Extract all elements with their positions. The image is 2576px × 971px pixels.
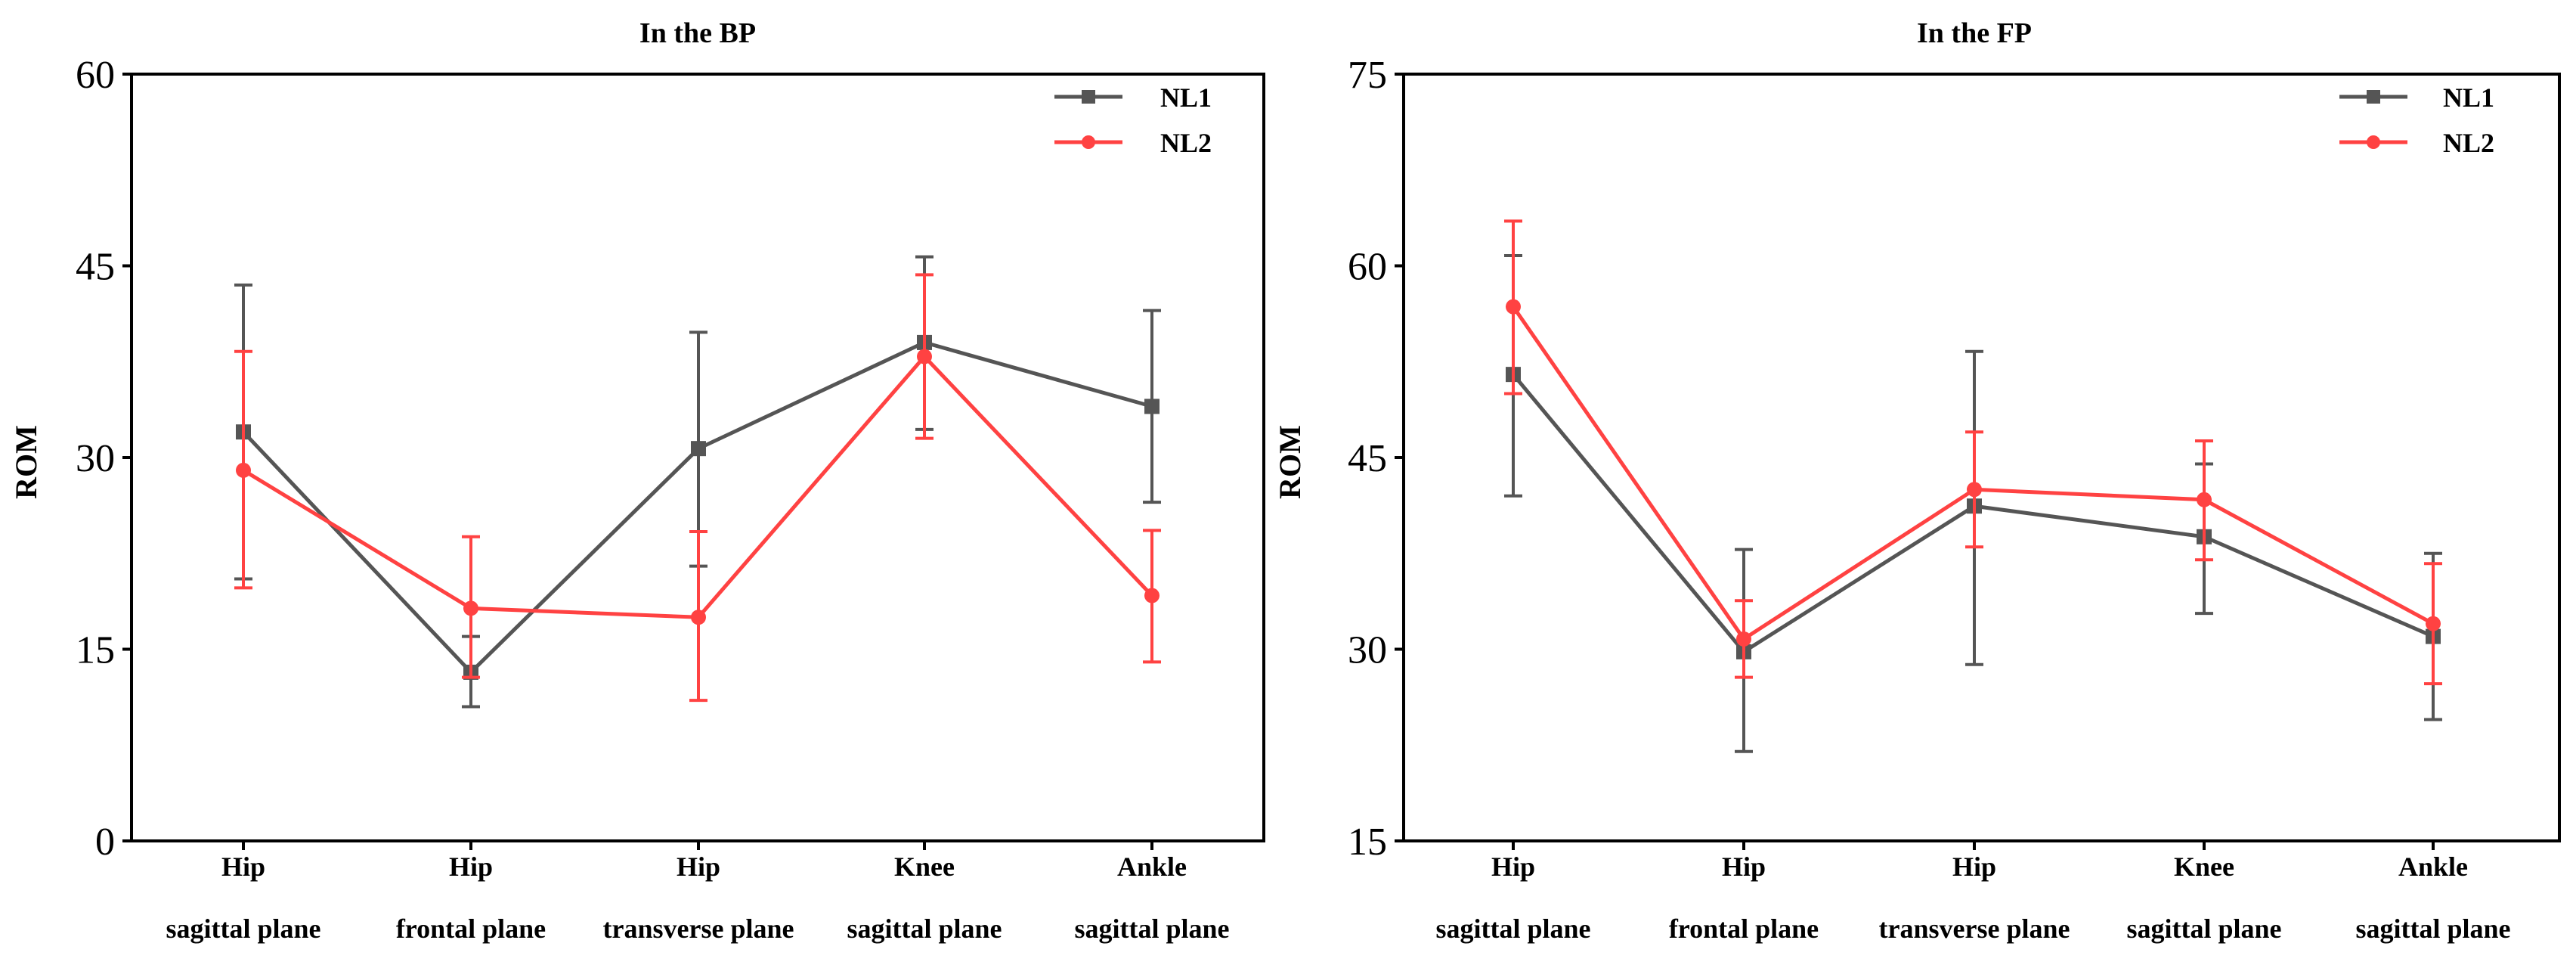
legend-marker	[2367, 90, 2380, 104]
x-tick-label-line1: Hip	[1722, 852, 1766, 882]
data-point	[1736, 631, 1751, 647]
chart-title: In the BP	[639, 17, 756, 49]
series-nl2	[234, 273, 1161, 703]
y-tick-label: 60	[1348, 246, 1387, 289]
plot-frame	[1402, 73, 2561, 842]
legend-entry-nl1: NL1	[2339, 82, 2494, 113]
data-point	[236, 462, 251, 478]
legend-label: NL1	[1160, 82, 1212, 113]
chart-panel-2: In the FP 15 30 45 60 75 ROM Hip sagittal plane H…	[1273, 17, 2561, 944]
x-tick-label-line2: transverse plane	[603, 914, 794, 944]
legend-marker	[1082, 135, 1095, 149]
y-tick-label: 30	[76, 437, 115, 480]
x-tick-label-line1: Hip	[1952, 852, 1996, 882]
y-axis-label: ROM	[9, 425, 43, 499]
x-tick-label-line2: sagittal plane	[2126, 914, 2281, 944]
x-tick-label-line1: Ankle	[2398, 852, 2468, 882]
data-point	[691, 610, 706, 625]
legend-entry-nl2: NL2	[2339, 128, 2494, 158]
data-point	[463, 600, 478, 616]
x-tick-label-line1: Hip	[449, 852, 493, 882]
x-tick-label-line2: sagittal plane	[166, 914, 320, 944]
y-tick-label: 45	[76, 246, 115, 289]
data-point	[2426, 616, 2441, 631]
y-tick-label: 45	[1348, 437, 1387, 480]
x-tick-label-line1: Hip	[677, 852, 720, 882]
y-axis-label: ROM	[1273, 425, 1307, 499]
x-tick-label-line2: sagittal plane	[1435, 914, 1590, 944]
x-tick-label-line1: Hip	[221, 852, 265, 882]
data-point	[691, 441, 706, 457]
x-tick-label-line2: sagittal plane	[1074, 914, 1229, 944]
x-tick-label-line2: frontal plane	[1669, 914, 1819, 944]
legend-marker	[2367, 135, 2380, 149]
data-point	[1967, 482, 1982, 498]
legend-marker	[1082, 90, 1095, 104]
y-tick-label: 15	[1348, 821, 1387, 864]
data-point	[1506, 299, 1521, 315]
x-tick-label-line1: Knee	[894, 852, 955, 882]
y-tick-label: 60	[76, 54, 115, 97]
x-tick-label-line2: transverse plane	[1879, 914, 2070, 944]
x-tick-label-line1: Knee	[2174, 852, 2234, 882]
legend-entry-nl1: NL1	[1054, 82, 1212, 113]
data-point	[1144, 588, 1160, 603]
legend-label: NL2	[2443, 128, 2494, 158]
y-tick-label: 0	[95, 821, 115, 864]
legend-label: NL2	[1160, 128, 1212, 158]
x-tick-label-line1: Ankle	[1117, 852, 1187, 882]
data-point	[917, 349, 932, 365]
chart-title: In the FP	[1917, 17, 2032, 49]
series-nl2	[1504, 219, 2442, 686]
legend-entry-nl2: NL2	[1054, 128, 1212, 158]
chart-panel-1: In the BP 0 15 30 45 60 ROM Hip sagittal plane Hi…	[9, 17, 1265, 944]
data-point	[2197, 492, 2212, 507]
legend-label: NL1	[2443, 82, 2494, 113]
x-tick-label-line2: sagittal plane	[847, 914, 1002, 944]
y-tick-label: 75	[1348, 54, 1387, 97]
x-tick-label-line2: frontal plane	[396, 914, 546, 944]
y-tick-label: 15	[76, 629, 115, 672]
x-tick-label-line1: Hip	[1491, 852, 1535, 882]
x-tick-label-line2: sagittal plane	[2355, 914, 2510, 944]
data-point	[1144, 399, 1160, 414]
y-tick-label: 30	[1348, 629, 1387, 672]
